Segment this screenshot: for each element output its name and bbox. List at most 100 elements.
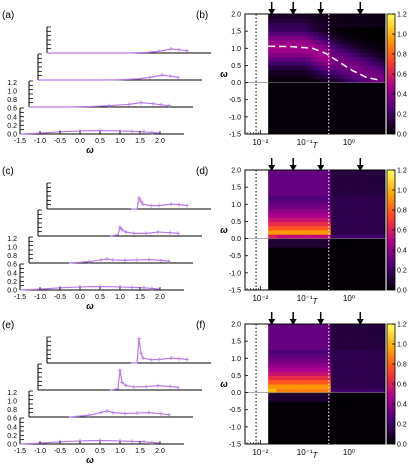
heatmap-cell	[293, 187, 298, 192]
heatmap-cell	[280, 31, 286, 36]
heatmap-cell	[322, 260, 328, 265]
heatmap-cell	[368, 379, 373, 385]
heatmap-cell	[293, 191, 298, 197]
heatmap-cell	[318, 354, 323, 359]
heatmap-cell	[276, 221, 282, 227]
heatmap-cell	[334, 208, 340, 214]
heatmap-cell	[305, 439, 311, 445]
heatmap-cell	[293, 349, 298, 355]
heatmap-cell	[284, 324, 290, 329]
heatmap-cell	[293, 384, 298, 389]
heatmap-cell	[343, 204, 348, 210]
heatmap-cell	[355, 345, 361, 351]
heatmap-cell	[339, 74, 344, 79]
heatmap-cell	[293, 281, 298, 287]
heatmap-cell	[380, 426, 386, 432]
heatmap-cell	[297, 255, 303, 261]
heatmap-cell	[326, 405, 332, 411]
heatmap-cell	[318, 187, 323, 192]
heatmap-cell	[339, 26, 344, 32]
y-tick-label: 1.2	[7, 80, 17, 87]
heatmap-cell	[309, 431, 315, 436]
heatmap-cell	[314, 341, 319, 346]
heatmap-cell	[318, 431, 323, 436]
heatmap-cell	[330, 82, 336, 88]
heatmap-cell	[301, 31, 307, 36]
heatmap-cell	[380, 324, 386, 329]
heatmap-cell	[276, 272, 282, 278]
heatmap-cell	[276, 170, 282, 175]
heatmap-cell	[309, 204, 315, 210]
heatmap-cell	[305, 324, 311, 329]
heatmap-cell	[343, 82, 348, 88]
spectrum-line	[109, 370, 179, 391]
x-tick-label: 1.5	[135, 448, 145, 455]
x-tick-label: 1.0	[115, 448, 125, 455]
heatmap-cell	[284, 260, 290, 265]
spectrum-point	[127, 102, 131, 107]
heatmap-cell	[297, 234, 303, 240]
heatmap-cell	[351, 414, 357, 419]
heatmap-cell	[359, 200, 365, 205]
heatmap-cell	[272, 260, 278, 265]
heatmap-cell	[297, 238, 303, 244]
heatmap-cell	[376, 341, 382, 346]
heatmap-cell	[330, 99, 336, 105]
heatmap-cell	[355, 349, 361, 355]
heatmap-cell	[280, 242, 286, 248]
heatmap-cell	[318, 336, 323, 342]
heatmap-cell	[272, 328, 278, 334]
heatmap-cell	[322, 56, 328, 62]
heatmap-cell	[376, 426, 382, 432]
spectrum-point	[159, 411, 163, 416]
heatmap-cell	[343, 212, 348, 218]
heatmap-cell	[280, 191, 286, 197]
heatmap-cell	[330, 332, 336, 338]
heatmap-cell	[301, 187, 307, 192]
heatmap-cell	[330, 31, 336, 36]
heatmap-cell	[339, 409, 344, 415]
heatmap-cell	[376, 358, 382, 364]
heatmap-cell	[293, 74, 298, 79]
heatmap-cell	[318, 39, 323, 45]
heatmap-cell	[280, 277, 286, 282]
heatmap-cell	[293, 31, 298, 36]
heatmap-cell	[309, 336, 315, 342]
heatmap-cell	[368, 191, 373, 197]
heatmap-cell	[359, 170, 365, 175]
y-tick-label: 0.8	[7, 407, 17, 414]
heatmap-cell	[351, 99, 357, 105]
heatmap-cell	[380, 204, 386, 210]
heatmap-cell	[355, 52, 361, 58]
heatmap-cell	[376, 409, 382, 415]
colorbar-tick-label: 0.0	[397, 288, 407, 295]
heatmap-cell	[355, 86, 361, 92]
heatmap-cell	[364, 217, 369, 222]
heatmap-cell	[368, 129, 373, 135]
heatmap-cell	[318, 405, 323, 411]
heatmap-cell	[339, 65, 344, 71]
heatmap-cell	[309, 362, 315, 368]
heatmap-cell	[268, 230, 273, 235]
heatmap-cell	[347, 221, 353, 227]
heatmap-cell	[347, 39, 353, 45]
heatmap-cell	[284, 48, 290, 54]
y-tick-label: 1.5	[231, 339, 241, 346]
heatmap-cell	[330, 129, 336, 135]
heatmap-cell	[372, 264, 378, 270]
heatmap-cell	[272, 247, 278, 252]
heatmap-cell	[368, 328, 373, 334]
heatmap-cell	[339, 422, 344, 428]
heatmap-cell	[314, 336, 319, 342]
heatmap-cell	[343, 125, 348, 131]
heatmap-cell	[334, 204, 340, 210]
heatmap-cell	[293, 422, 298, 428]
heatmap-cell	[330, 379, 336, 385]
heatmap-cell	[280, 345, 286, 351]
heatmap-cell	[339, 336, 344, 342]
heatmap-cell	[309, 388, 315, 394]
heatmap-cell	[322, 388, 328, 394]
heatmap-cell	[351, 31, 357, 36]
heatmap-cell	[289, 78, 294, 84]
heatmap-cell	[322, 86, 328, 92]
